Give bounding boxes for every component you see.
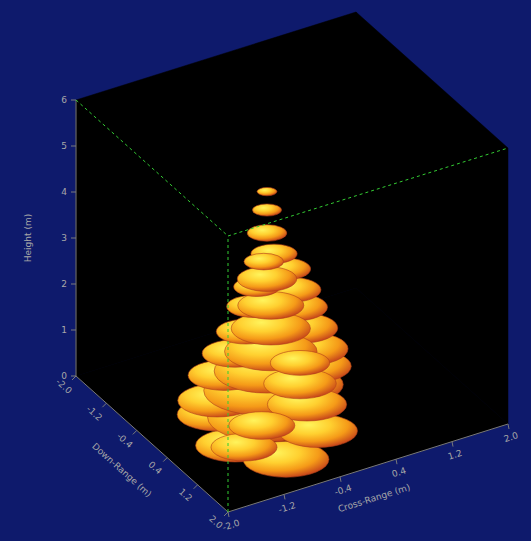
- z-tick-label: 5: [61, 141, 67, 151]
- z-tick: [71, 284, 76, 285]
- x-tick-label: 1.2: [447, 448, 464, 462]
- z-tick: [71, 238, 76, 239]
- x-axis-title: Cross-Range (m): [337, 482, 412, 514]
- z-axis-title: Height (m): [23, 214, 33, 262]
- surface-blob: [244, 253, 284, 270]
- x-tick-label: -0.4: [333, 482, 353, 497]
- z-tick: [71, 100, 76, 101]
- z-tick-label: 4: [61, 187, 67, 197]
- z-tick: [71, 146, 76, 147]
- x-tick: [396, 459, 397, 464]
- chart: 0123456-2.0-1.2-0.40.41.22.0-2.0-1.2-0.4…: [0, 0, 531, 541]
- background: [0, 0, 531, 541]
- cube-faces: [76, 12, 508, 512]
- y-tick: [102, 403, 106, 407]
- surface-blob: [237, 267, 296, 292]
- surface-blob: [257, 187, 277, 195]
- y-tick: [224, 512, 228, 516]
- x-tick: [228, 512, 229, 517]
- surface-blob: [229, 412, 295, 440]
- surface-blob: [270, 350, 329, 375]
- x-tick: [284, 494, 285, 499]
- y-tick-label: 0.4: [146, 459, 164, 476]
- cube-front-edges: [76, 100, 508, 512]
- axes: 0123456-2.0-1.2-0.40.41.22.0-2.0-1.2-0.4…: [54, 95, 520, 532]
- cube-edge: [228, 148, 508, 236]
- cube-edge: [76, 100, 228, 236]
- cube-edge: [228, 236, 229, 512]
- surface-blob: [247, 225, 287, 242]
- isosurface: [177, 187, 357, 477]
- z-tick-label: 6: [61, 95, 67, 105]
- x-tick-label: -2.0: [221, 518, 241, 533]
- z-tick-label: 2: [61, 279, 67, 289]
- y-tick: [163, 458, 167, 462]
- y-tick-label: -2.0: [54, 377, 74, 396]
- y-tick: [194, 485, 198, 489]
- x-tick-label: 2.0: [503, 430, 520, 444]
- x-tick: [508, 424, 509, 429]
- z-tick: [71, 330, 76, 331]
- x-tick-label: 0.4: [391, 465, 408, 479]
- x-tick: [452, 442, 453, 447]
- z-tick-label: 1: [61, 325, 67, 335]
- y-axis-title: Down-Range (m): [90, 441, 153, 499]
- z-tick-label: 3: [61, 233, 67, 243]
- y-tick: [133, 430, 137, 434]
- y-tick: [72, 376, 76, 380]
- cube-face: [76, 12, 356, 376]
- surface-blob: [252, 204, 281, 216]
- z-tick: [71, 192, 76, 193]
- y-tick-label: 1.2: [177, 486, 194, 503]
- x-tick-label: -1.2: [277, 500, 297, 515]
- x-tick: [340, 477, 341, 482]
- y-tick-label: -0.4: [115, 431, 135, 450]
- cube-face: [356, 12, 508, 424]
- y-tick-label: -1.2: [84, 404, 104, 423]
